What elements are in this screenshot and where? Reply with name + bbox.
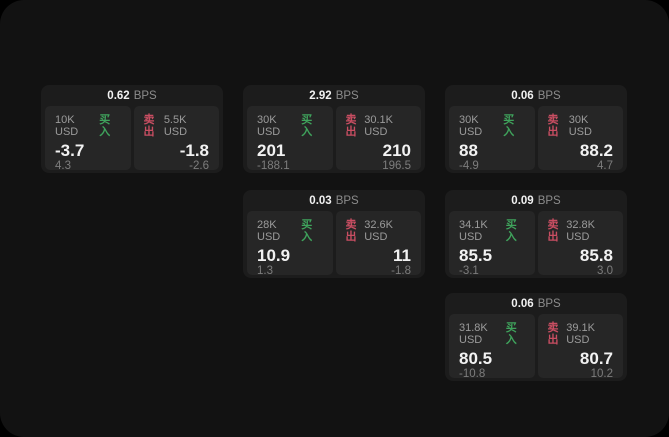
sell-panel[interactable]: 卖出 39.1K USD 80.7 10.2 (537, 314, 623, 380)
bps-header: 0.09 BPS (449, 190, 623, 211)
sell-sub-value: -2.6 (189, 160, 209, 172)
bps-header: 0.06 BPS (449, 293, 623, 314)
sell-sub-value: 196.5 (382, 160, 411, 172)
buy-sub-value: -188.1 (257, 160, 290, 172)
sell-panel[interactable]: 卖出 32.8K USD 85.8 3.0 (537, 211, 623, 277)
quote-card: 0.06 BPS 31.8K USD 买入 80.5 -10.8 卖出 39.1… (445, 293, 627, 381)
quote-card: 0.06 BPS 30K USD 买入 88 -4.9 卖出 30K USD 8… (445, 85, 627, 173)
buy-sub-value: 1.3 (257, 265, 273, 277)
bps-value: 0.03 (309, 194, 332, 207)
buy-sub-value: 4.3 (55, 160, 71, 172)
sell-amount: 5.5K USD (163, 114, 188, 138)
quote-card: 2.92 BPS 30K USD 买入 201 -188.1 卖出 30.1K … (243, 85, 425, 173)
buy-side-label: 买入 (99, 114, 111, 138)
sell-price: 88.2 (579, 141, 613, 160)
buy-panel[interactable]: 10K USD 买入 -3.7 4.3 (45, 106, 131, 172)
sell-amount: 39.1K USD (566, 322, 595, 346)
buy-side-label: 买入 (301, 114, 313, 138)
bps-value: 0.06 (511, 297, 534, 310)
quote-card: 0.09 BPS 34.1K USD 买入 85.5 -3.1 卖出 32.8K… (445, 190, 627, 278)
buy-price: 10.9 (257, 246, 291, 265)
sell-price: 85.8 (579, 246, 613, 265)
bps-header: 2.92 BPS (247, 85, 421, 106)
bps-value: 0.06 (511, 89, 534, 102)
sell-panel[interactable]: 卖出 30K USD 88.2 4.7 (537, 106, 623, 172)
sell-amount: 30.1K USD (364, 114, 393, 138)
sell-price: 210 (382, 141, 411, 160)
bps-value: 0.62 (107, 89, 130, 102)
bps-value: 0.09 (511, 194, 534, 207)
buy-price: -3.7 (55, 141, 85, 160)
sell-amount: 32.6K USD (364, 219, 393, 243)
buy-panel[interactable]: 30K USD 买入 201 -188.1 (247, 106, 333, 172)
buy-sub-value: -10.8 (459, 368, 486, 380)
sell-sub-value: 10.2 (590, 368, 613, 380)
sell-side-label: 卖出 (547, 322, 559, 346)
buy-price: 80.5 (459, 349, 493, 368)
sell-side-label: 卖出 (345, 219, 357, 243)
bps-unit-label: BPS (537, 89, 561, 102)
sell-side-label: 卖出 (547, 114, 559, 138)
bps-unit-label: BPS (537, 194, 561, 207)
sell-price: 80.7 (579, 349, 613, 368)
sell-panel[interactable]: 卖出 32.6K USD 11 -1.8 (335, 211, 421, 277)
quote-card: 0.03 BPS 28K USD 买入 10.9 1.3 卖出 32.6K US… (243, 190, 425, 278)
sell-sub-value: 3.0 (597, 265, 613, 277)
sell-side-label: 卖出 (547, 219, 559, 243)
buy-price: 85.5 (459, 246, 493, 265)
buy-price: 88 (459, 141, 478, 160)
bps-unit-label: BPS (335, 194, 359, 207)
buy-side-label: 买入 (503, 114, 515, 138)
buy-sub-value: -4.9 (459, 160, 479, 172)
buy-amount: 31.8K USD (459, 322, 488, 346)
buy-panel[interactable]: 31.8K USD 买入 80.5 -10.8 (449, 314, 535, 380)
buy-sub-value: -3.1 (459, 265, 479, 277)
sell-price: -1.8 (179, 141, 209, 160)
buy-panel[interactable]: 28K USD 买入 10.9 1.3 (247, 211, 333, 277)
sell-side-label: 卖出 (143, 114, 155, 138)
sell-sub-value: 4.7 (597, 160, 613, 172)
quote-card: 0.62 BPS 10K USD 买入 -3.7 4.3 卖出 5.5K USD… (41, 85, 223, 173)
buy-panel[interactable]: 34.1K USD 买入 85.5 -3.1 (449, 211, 535, 277)
buy-side-label: 买入 (301, 219, 313, 243)
sell-panel[interactable]: 卖出 5.5K USD -1.8 -2.6 (133, 106, 219, 172)
sell-panel[interactable]: 卖出 30.1K USD 210 196.5 (335, 106, 421, 172)
sell-price: 11 (393, 246, 411, 265)
buy-price: 201 (257, 141, 286, 160)
buy-amount: 28K USD (257, 219, 281, 243)
bps-unit-label: BPS (335, 89, 359, 102)
sell-sub-value: -1.8 (391, 265, 411, 277)
bps-unit-label: BPS (537, 297, 561, 310)
buy-amount: 30K USD (459, 114, 483, 138)
bps-header: 0.06 BPS (449, 85, 623, 106)
bps-value: 2.92 (309, 89, 332, 102)
sell-amount: 30K USD (568, 114, 592, 138)
buy-side-label: 买入 (505, 322, 517, 346)
sell-amount: 32.8K USD (566, 219, 595, 243)
buy-amount: 34.1K USD (459, 219, 488, 243)
bps-unit-label: BPS (133, 89, 157, 102)
buy-amount: 30K USD (257, 114, 281, 138)
buy-side-label: 买入 (505, 219, 517, 243)
bps-header: 0.62 BPS (45, 85, 219, 106)
buy-panel[interactable]: 30K USD 买入 88 -4.9 (449, 106, 535, 172)
bps-header: 0.03 BPS (247, 190, 421, 211)
sell-side-label: 卖出 (345, 114, 357, 138)
buy-amount: 10K USD (55, 114, 79, 138)
